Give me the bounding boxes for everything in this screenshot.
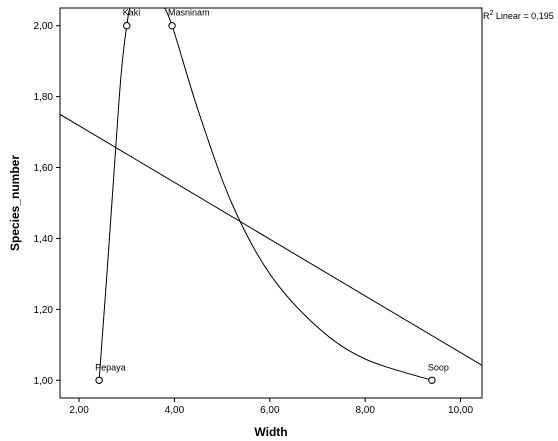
y-tick-label: 1,80: [34, 92, 54, 103]
x-tick-label: 6,00: [260, 405, 280, 416]
interpolation-curve: [98, 8, 433, 381]
linear-fit-line: [60, 113, 482, 366]
data-point: [95, 376, 103, 384]
x-tick-label: 8,00: [355, 405, 375, 416]
point-label: Masninam: [168, 8, 210, 18]
y-axis-title: Species_number: [8, 155, 22, 251]
x-tick-label: 10,00: [448, 405, 473, 416]
point-label: Pepaya: [95, 362, 126, 372]
point-label: Soop: [428, 362, 449, 372]
linear-fit-label: R2 Linear = 0,195: [483, 10, 554, 21]
point-label: Kaki: [123, 8, 141, 18]
tick-labels: 2,00 4,00 6,00 8,00 10,00 1,00 1,20 1,40 1,60 1,8…: [34, 21, 474, 416]
y-tick-label: 1,20: [34, 305, 54, 316]
axis-ticks: [56, 25, 462, 402]
y-tick-label: 1,60: [34, 163, 54, 174]
data-point: [428, 376, 436, 384]
y-tick-label: 1,00: [34, 376, 54, 387]
x-tick-label: 4,00: [165, 405, 185, 416]
plot-area: [60, 8, 482, 381]
data-point: [123, 22, 131, 30]
data-points: Pepaya Kaki Masninam Soop: [95, 8, 449, 384]
x-axis-title: Width: [254, 425, 287, 439]
fit-label-prefix: R: [483, 11, 490, 21]
data-point: [168, 22, 176, 30]
fit-label-suffix: Linear = 0,195: [493, 11, 553, 21]
plot-frame: [59, 7, 483, 399]
x-tick-label: 2,00: [69, 405, 89, 416]
fit-label-sup: 2: [490, 10, 494, 17]
y-tick-label: 1,40: [34, 234, 54, 245]
y-tick-label: 2,00: [34, 21, 54, 32]
